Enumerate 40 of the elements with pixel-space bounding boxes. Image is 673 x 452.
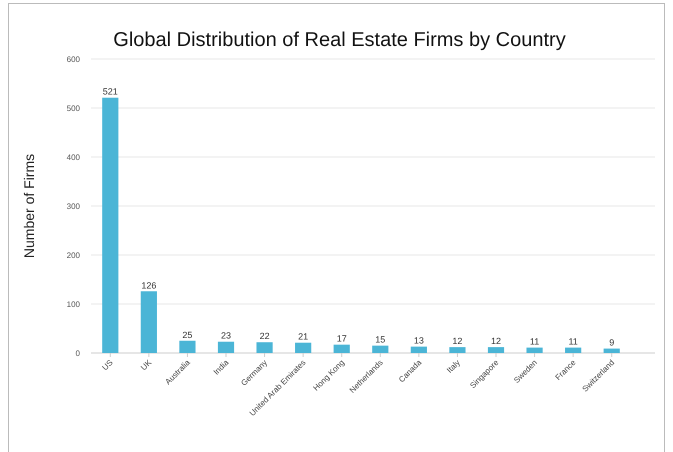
y-tick-label: 400 <box>66 153 81 162</box>
bar <box>565 348 582 353</box>
data-label: 13 <box>414 336 424 346</box>
x-tick-label: Italy <box>445 358 462 375</box>
data-label: 15 <box>375 334 386 345</box>
data-label: 521 <box>102 86 118 97</box>
y-axis-title: Number of Firms <box>21 154 37 258</box>
data-label: 23 <box>220 330 232 341</box>
data-label: 21 <box>298 332 308 342</box>
bar <box>488 347 504 353</box>
bar <box>410 346 427 353</box>
bar <box>140 291 157 353</box>
bar <box>179 340 196 353</box>
bar <box>449 347 466 353</box>
data-label: 12 <box>452 336 462 346</box>
x-tick-label: US <box>100 358 115 372</box>
bar <box>334 344 350 353</box>
bar <box>526 348 543 353</box>
bar <box>295 342 312 353</box>
bar <box>256 342 273 353</box>
data-label: 12 <box>490 336 502 346</box>
bar <box>604 348 620 353</box>
y-tick-label: 100 <box>66 300 81 309</box>
bar <box>372 346 388 353</box>
y-tick-label: 0 <box>76 349 81 358</box>
data-label: 9 <box>609 338 614 348</box>
data-label: 17 <box>336 334 347 344</box>
bar <box>102 98 118 353</box>
x-tick-label: UK <box>139 358 154 372</box>
chart-title: Global Distribution of Real Estate Firms by Country <box>113 29 566 51</box>
data-label: 11 <box>530 336 540 347</box>
data-label: 25 <box>182 330 192 340</box>
data-label: 126 <box>141 280 156 290</box>
y-tick-label: 500 <box>66 104 81 113</box>
y-tick-label: 300 <box>66 202 81 211</box>
y-tick-label: 600 <box>66 55 81 64</box>
bar <box>218 342 234 353</box>
data-label: 22 <box>260 331 270 342</box>
data-label: 11 <box>568 336 578 347</box>
y-tick-label: 200 <box>66 251 81 260</box>
